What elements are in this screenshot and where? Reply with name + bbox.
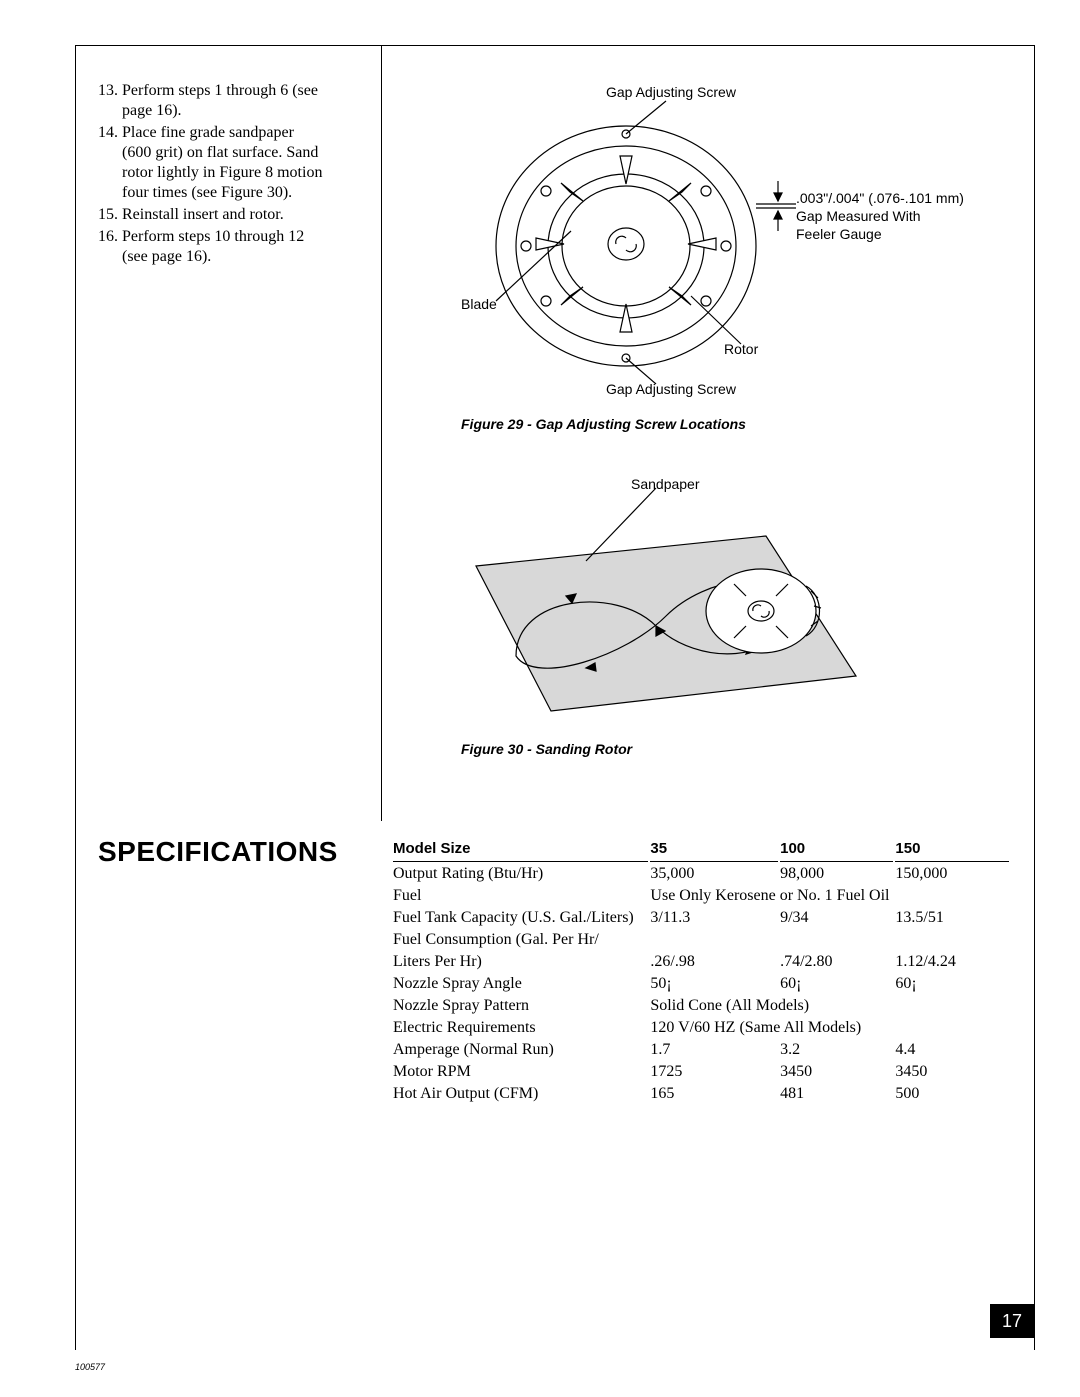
fig29-rotor-label: Rotor xyxy=(724,341,758,357)
step-text: Perform steps 1 through 6 (see page 16). xyxy=(122,81,323,121)
instruction-step: 13.Perform steps 1 through 6 (see page 1… xyxy=(98,81,323,121)
table-row: Nozzle Spray PatternSolid Cone (All Mode… xyxy=(393,996,1009,1016)
fig29-side-text: .003"/.004" (.076-.101 mm) Gap Measured … xyxy=(796,189,964,244)
table-row: Fuel Consumption (Gal. Per Hr/ xyxy=(393,930,1009,950)
fig29-caption: Figure 29 - Gap Adjusting Screw Location… xyxy=(461,416,746,432)
fig30-caption: Figure 30 - Sanding Rotor xyxy=(461,741,632,757)
page-number: 17 xyxy=(990,1304,1034,1338)
instruction-steps: 13.Perform steps 1 through 6 (see page 1… xyxy=(98,81,323,269)
row-label: Nozzle Spray Pattern xyxy=(393,996,648,1016)
fig30-sandpaper-label: Sandpaper xyxy=(631,476,700,492)
col-model-size: Model Size xyxy=(393,838,648,862)
row-label: Fuel xyxy=(393,886,648,906)
table-row: Fuel Tank Capacity (U.S. Gal./Liters)3/1… xyxy=(393,908,1009,928)
row-label: Electric Requirements xyxy=(393,1018,648,1038)
row-label: Output Rating (Btu/Hr) xyxy=(393,864,648,884)
document-id: 100577 xyxy=(75,1362,105,1372)
row-label: Fuel Tank Capacity (U.S. Gal./Liters) xyxy=(393,908,648,928)
row-value-span: Use Only Kerosene or No. 1 Fuel Oil xyxy=(650,886,1009,906)
row-value: 13.5/51 xyxy=(895,908,1009,928)
table-row: Output Rating (Btu/Hr)35,00098,000150,00… xyxy=(393,864,1009,884)
specifications-heading: SPECIFICATIONS xyxy=(98,836,338,868)
row-value xyxy=(650,930,778,950)
table-row: Motor RPM172534503450 xyxy=(393,1062,1009,1082)
row-value: 60¡ xyxy=(780,974,893,994)
table-row: Electric Requirements120 V/60 HZ (Same A… xyxy=(393,1018,1009,1038)
table-row: Nozzle Spray Angle50¡60¡60¡ xyxy=(393,974,1009,994)
col-100: 100 xyxy=(780,838,893,862)
fig29-side-3: Feeler Gauge xyxy=(796,226,882,242)
row-value: 481 xyxy=(780,1084,893,1104)
row-value xyxy=(780,930,893,950)
col-150: 150 xyxy=(895,838,1009,862)
row-value: 3450 xyxy=(780,1062,893,1082)
table-header-row: Model Size 35 100 150 xyxy=(393,838,1009,862)
fig29-side-2: Gap Measured With xyxy=(796,208,921,224)
fig29-label-bottom: Gap Adjusting Screw xyxy=(606,381,736,397)
instruction-step: 15.Reinstall insert and rotor. xyxy=(98,205,323,225)
col-35: 35 xyxy=(650,838,778,862)
fig29-side-1: .003"/.004" (.076-.101 mm) xyxy=(796,190,964,206)
row-value: 50¡ xyxy=(650,974,778,994)
fig29-blade-label: Blade xyxy=(461,296,497,312)
step-number: 13. xyxy=(98,81,122,121)
row-label: Fuel Consumption (Gal. Per Hr/ xyxy=(393,930,648,950)
step-text: Place fine grade sandpaper (600 grit) on… xyxy=(122,123,323,203)
row-value-span: 120 V/60 HZ (Same All Models) xyxy=(650,1018,1009,1038)
row-value: 98,000 xyxy=(780,864,893,884)
instruction-step: 16.Perform steps 10 through 12 (see page… xyxy=(98,227,323,267)
table-row: Liters Per Hr).26/.98.74/2.801.12/4.24 xyxy=(393,952,1009,972)
instruction-step: 14.Place fine grade sandpaper (600 grit)… xyxy=(98,123,323,203)
page-frame: 13.Perform steps 1 through 6 (see page 1… xyxy=(75,45,1035,1350)
step-number: 14. xyxy=(98,123,122,203)
row-value: 9/34 xyxy=(780,908,893,928)
row-value xyxy=(895,930,1009,950)
row-label: Hot Air Output (CFM) xyxy=(393,1084,648,1104)
row-label: Liters Per Hr) xyxy=(393,952,648,972)
row-value: 500 xyxy=(895,1084,1009,1104)
row-value: .26/.98 xyxy=(650,952,778,972)
row-value: 35,000 xyxy=(650,864,778,884)
column-divider xyxy=(381,46,382,821)
row-value: 4.4 xyxy=(895,1040,1009,1060)
figure-30-diagram xyxy=(456,486,876,736)
fig29-label-top: Gap Adjusting Screw xyxy=(606,84,736,100)
step-text: Perform steps 10 through 12 (see page 16… xyxy=(122,227,323,267)
specifications-table: Model Size 35 100 150 Output Rating (Btu… xyxy=(391,836,1011,1106)
row-value-span: Solid Cone (All Models) xyxy=(650,996,1009,1016)
row-value: 1725 xyxy=(650,1062,778,1082)
table-row: FuelUse Only Kerosene or No. 1 Fuel Oil xyxy=(393,886,1009,906)
row-label: Amperage (Normal Run) xyxy=(393,1040,648,1060)
row-value: 3.2 xyxy=(780,1040,893,1060)
row-label: Nozzle Spray Angle xyxy=(393,974,648,994)
row-value: .74/2.80 xyxy=(780,952,893,972)
table-row: Amperage (Normal Run)1.73.24.4 xyxy=(393,1040,1009,1060)
row-value: 3450 xyxy=(895,1062,1009,1082)
step-number: 15. xyxy=(98,205,122,225)
row-value: 3/11.3 xyxy=(650,908,778,928)
row-value: 150,000 xyxy=(895,864,1009,884)
row-label: Motor RPM xyxy=(393,1062,648,1082)
step-text: Reinstall insert and rotor. xyxy=(122,205,284,225)
row-value: 1.7 xyxy=(650,1040,778,1060)
step-number: 16. xyxy=(98,227,122,267)
row-value: 165 xyxy=(650,1084,778,1104)
row-value: 60¡ xyxy=(895,974,1009,994)
row-value: 1.12/4.24 xyxy=(895,952,1009,972)
table-row: Hot Air Output (CFM)165481500 xyxy=(393,1084,1009,1104)
